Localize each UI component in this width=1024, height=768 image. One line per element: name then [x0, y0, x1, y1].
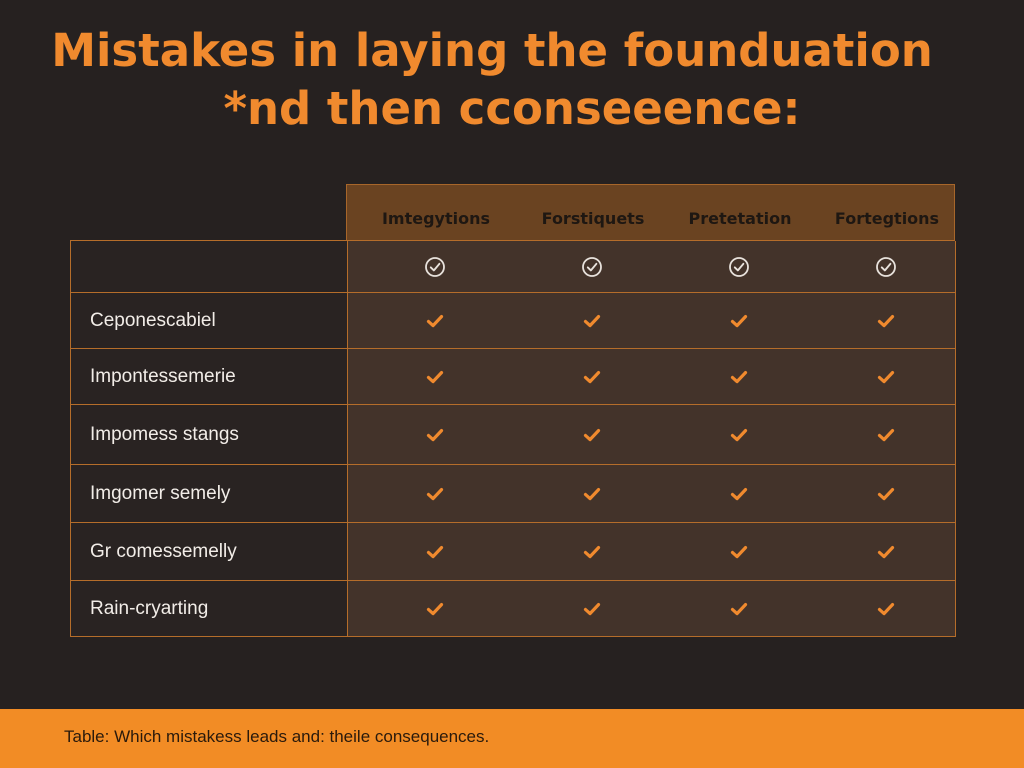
- check-icon: [583, 488, 601, 501]
- data-cell-group: [347, 405, 956, 465]
- check-icon: [583, 429, 601, 442]
- label-cell: Impontessemerie: [70, 349, 347, 405]
- comparison-table: Imtegytions Forstiquets Pretetation Fortegt…: [70, 184, 956, 638]
- data-cell-group: [347, 293, 956, 349]
- check-icon: [877, 546, 895, 559]
- label-cell: [70, 241, 347, 293]
- column-header-3: Pretetation: [688, 209, 792, 228]
- check-icon: [583, 371, 601, 384]
- data-cell-group: [347, 349, 956, 405]
- circle-check-icon: [425, 257, 445, 277]
- footer-band: Table: Which mistakess leads and: theile…: [0, 709, 1024, 768]
- check-icon: [426, 603, 444, 616]
- table-row: Impomess stangs: [70, 404, 956, 465]
- check-icon: [583, 603, 601, 616]
- row-label: Impomess stangs: [90, 424, 239, 445]
- check-icon: [426, 429, 444, 442]
- check-icon: [877, 603, 895, 616]
- table-row: Ceponescabiel: [70, 292, 956, 349]
- label-cell: Imgomer semely: [70, 465, 347, 523]
- title-line-1: Mistakes in laying the founduation: [51, 24, 933, 77]
- table-bottom-border: [70, 636, 955, 637]
- label-cell: Gr comessemelly: [70, 523, 347, 581]
- check-icon: [877, 315, 895, 328]
- title-line-2: *nd then cconseeence:: [223, 82, 801, 135]
- row-label: Imgomer semely: [90, 483, 231, 504]
- check-icon: [877, 488, 895, 501]
- data-cell-group: [347, 241, 956, 293]
- table-row: Imgomer semely: [70, 464, 956, 523]
- page-title: Mistakes in laying the founduation *nd t…: [0, 22, 984, 138]
- table-header: Imtegytions Forstiquets Pretetation Fortegt…: [346, 184, 955, 241]
- row-label: Rain-cryarting: [90, 598, 209, 619]
- data-cell-group: [347, 523, 956, 581]
- check-icon: [730, 603, 748, 616]
- label-cell: Ceponescabiel: [70, 293, 347, 349]
- check-icon: [730, 488, 748, 501]
- check-icon: [426, 371, 444, 384]
- circle-check-icon: [729, 257, 749, 277]
- table-row-header-marks: [70, 240, 956, 293]
- check-icon: [877, 429, 895, 442]
- column-header-4: Fortegtions: [834, 209, 940, 228]
- check-icon: [426, 488, 444, 501]
- check-icon: [426, 315, 444, 328]
- check-icon: [730, 315, 748, 328]
- check-icon: [426, 546, 444, 559]
- row-label: Impontessemerie: [90, 366, 236, 387]
- table-row: Rain-cryarting: [70, 580, 956, 637]
- check-icon: [730, 371, 748, 384]
- table-row: Gr comessemelly: [70, 522, 956, 581]
- table-row: Impontessemerie: [70, 348, 956, 405]
- data-cell-group: [347, 465, 956, 523]
- column-header-1: Imtegytions: [381, 209, 491, 228]
- check-icon: [877, 371, 895, 384]
- table-caption: Table: Which mistakess leads and: theile…: [64, 727, 490, 746]
- check-icon: [583, 546, 601, 559]
- check-icon: [730, 429, 748, 442]
- circle-check-icon: [876, 257, 896, 277]
- row-label: Ceponescabiel: [90, 310, 216, 331]
- circle-check-icon: [582, 257, 602, 277]
- check-icon: [583, 315, 601, 328]
- check-icon: [730, 546, 748, 559]
- data-cell-group: [347, 581, 956, 637]
- label-cell: Rain-cryarting: [70, 581, 347, 637]
- label-cell: Impomess stangs: [70, 405, 347, 465]
- column-header-2: Forstiquets: [541, 209, 645, 228]
- row-label: Gr comessemelly: [90, 541, 237, 562]
